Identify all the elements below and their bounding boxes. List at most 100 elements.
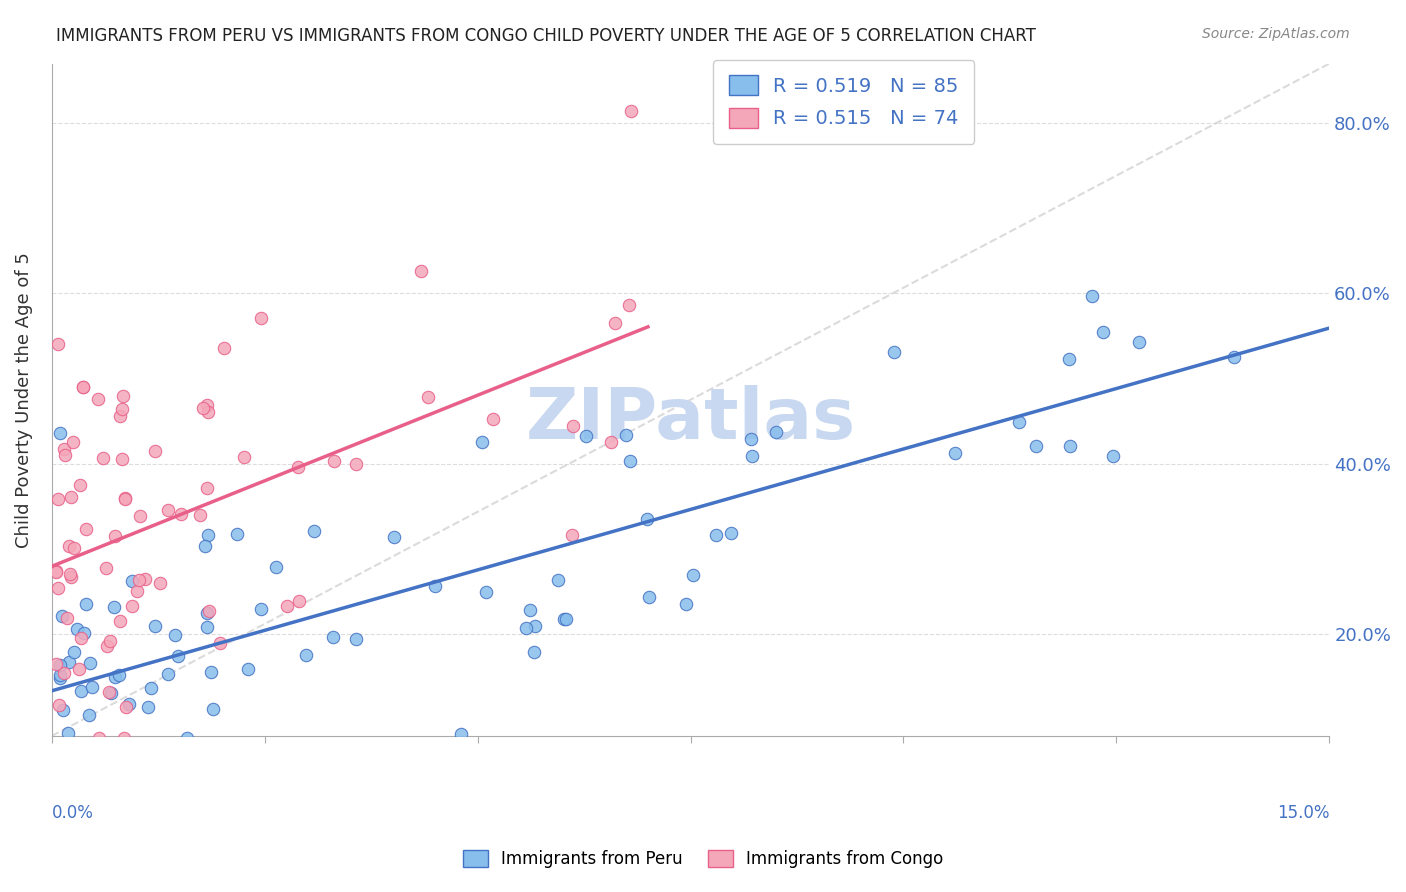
Point (49, 425, 72, 440)
Point (128, 573, 150, 587)
Text: IMMIGRANTS FROM PERU VS IMMIGRANTS FROM CONGO CHILD POVERTY UNDER THE AGE OF 5 C: IMMIGRANTS FROM PERU VS IMMIGRANTS FROM … (56, 27, 1036, 45)
Point (52, 665, 75, 680)
Point (555, 612, 578, 626)
Point (49, 657, 72, 672)
Point (121, 574, 143, 588)
Point (575, 429, 598, 443)
Point (1091, 326, 1114, 340)
Point (637, 590, 659, 604)
Point (264, 559, 287, 574)
Point (675, 597, 697, 611)
Point (302, 524, 325, 539)
Point (156, 503, 179, 517)
Point (720, 526, 742, 541)
Point (163, 628, 186, 642)
Point (145, 619, 167, 633)
Point (236, 662, 259, 676)
Point (94, 561, 117, 575)
Point (107, 668, 129, 682)
Point (59, 566, 82, 581)
Point (553, 612, 575, 626)
Point (1128, 334, 1150, 349)
Point (45, 657, 67, 671)
Point (103, 755, 125, 769)
Point (682, 568, 704, 582)
Point (195, 607, 218, 621)
Point (75, 755, 97, 769)
Text: ZIPatlas: ZIPatlas (526, 385, 856, 454)
Point (136, 700, 159, 714)
Point (195, 481, 218, 495)
Point (704, 528, 727, 542)
Point (98, 633, 121, 648)
Point (287, 459, 309, 474)
Point (450, 727, 472, 741)
Point (104, 529, 127, 543)
Point (143, 443, 166, 458)
Point (194, 539, 217, 553)
Point (66, 622, 89, 636)
Point (91, 450, 114, 465)
Point (100, 686, 122, 700)
Point (883, 344, 905, 359)
Point (79, 656, 101, 670)
Point (619, 298, 641, 312)
Point (48, 698, 70, 713)
Point (519, 603, 541, 617)
Point (1081, 288, 1104, 302)
Point (108, 615, 131, 629)
Point (322, 454, 344, 468)
Point (620, 103, 643, 118)
Point (69, 684, 91, 698)
Text: 15.0%: 15.0% (1277, 804, 1329, 822)
Point (1008, 415, 1031, 429)
Point (515, 622, 537, 636)
Point (49, 667, 72, 681)
Point (82, 680, 104, 694)
Point (104, 670, 127, 684)
Point (475, 584, 498, 599)
Point (600, 435, 623, 450)
Point (75, 597, 97, 611)
Point (276, 599, 298, 613)
Point (523, 618, 546, 632)
Text: 0.0%: 0.0% (52, 804, 94, 822)
Point (149, 575, 172, 590)
Point (72, 380, 94, 394)
Y-axis label: Child Poverty Under the Age of 5: Child Poverty Under the Age of 5 (15, 252, 32, 548)
Point (111, 452, 134, 467)
Point (87, 392, 110, 406)
Point (111, 402, 134, 417)
Point (471, 435, 494, 450)
Point (1101, 449, 1123, 463)
Point (63, 645, 86, 659)
Point (112, 731, 135, 745)
Point (425, 579, 447, 593)
Point (89, 731, 111, 745)
Point (344, 632, 367, 646)
Point (121, 599, 143, 613)
Point (100, 755, 122, 769)
Point (523, 645, 546, 659)
Point (45, 747, 67, 761)
Point (48, 491, 70, 506)
Point (1223, 350, 1246, 364)
Point (411, 264, 433, 278)
Point (943, 446, 966, 460)
Point (225, 527, 247, 541)
Point (70, 632, 93, 646)
Point (1025, 439, 1047, 453)
Point (49, 671, 72, 685)
Point (53, 448, 76, 462)
Point (96, 640, 118, 654)
Point (295, 648, 318, 663)
Point (619, 454, 641, 468)
Legend: R = 0.519   N = 85, R = 0.515   N = 74: R = 0.519 N = 85, R = 0.515 N = 74 (713, 60, 974, 144)
Point (1057, 352, 1080, 367)
Point (382, 530, 405, 544)
Text: Source: ZipAtlas.com: Source: ZipAtlas.com (1202, 27, 1350, 41)
Point (201, 702, 224, 716)
Point (193, 401, 215, 416)
Point (166, 755, 188, 769)
Point (195, 398, 218, 412)
